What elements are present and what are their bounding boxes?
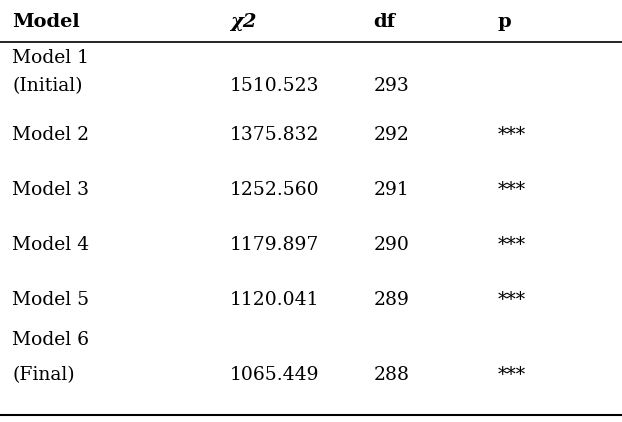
Text: 293: 293 [373,77,409,95]
Text: Model 6: Model 6 [12,331,90,349]
Text: ***: *** [498,236,526,254]
Text: 291: 291 [373,181,409,199]
Text: 292: 292 [373,126,409,144]
Text: (Initial): (Initial) [12,77,83,95]
Text: 289: 289 [373,291,409,309]
Text: 1179.897: 1179.897 [230,236,320,254]
Text: 1375.832: 1375.832 [230,126,320,144]
Text: Model: Model [12,13,80,31]
Text: ***: *** [498,126,526,144]
Text: ***: *** [498,366,526,384]
Text: Model 4: Model 4 [12,236,90,254]
Text: ***: *** [498,291,526,309]
Text: 1252.560: 1252.560 [230,181,320,199]
Text: 1120.041: 1120.041 [230,291,320,309]
Text: Model 5: Model 5 [12,291,90,309]
Text: ***: *** [498,181,526,199]
Text: Model 1: Model 1 [12,49,90,67]
Text: 290: 290 [373,236,409,254]
Text: 1510.523: 1510.523 [230,77,320,95]
Text: χ2: χ2 [230,13,257,31]
Text: Model 3: Model 3 [12,181,90,199]
Text: 1065.449: 1065.449 [230,366,320,384]
Text: p: p [498,13,511,31]
Text: Model 2: Model 2 [12,126,90,144]
Text: df: df [373,13,395,31]
Text: (Final): (Final) [12,366,75,384]
Text: 288: 288 [373,366,409,384]
